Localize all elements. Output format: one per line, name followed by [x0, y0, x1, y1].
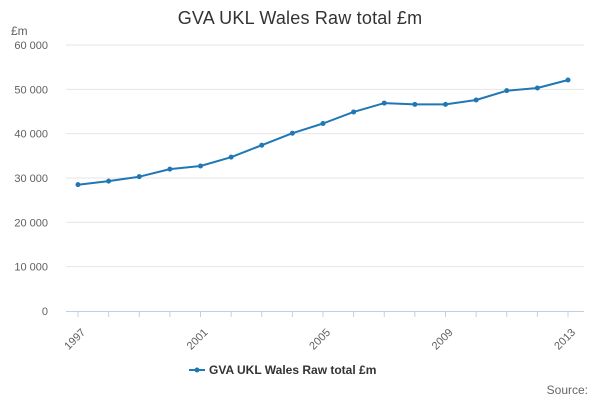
x-tick-label: 2009 [430, 327, 456, 353]
y-axis-unit-label: £m [11, 24, 28, 38]
series-line [77, 79, 569, 186]
x-tick-label: 2005 [307, 327, 333, 353]
x-tick-label: 2001 [185, 327, 211, 353]
y-tick-label: 10 000 [14, 262, 48, 274]
data-point [381, 100, 387, 106]
y-tick-label: 40 000 [14, 129, 48, 141]
legend-swatch-marker [194, 367, 200, 373]
y-tick-label: 50 000 [14, 84, 48, 96]
data-point [534, 85, 540, 91]
data-point [565, 77, 571, 83]
data-point [167, 166, 173, 172]
y-tick-label: 60 000 [14, 40, 48, 52]
data-point [136, 174, 142, 180]
data-point [504, 88, 510, 94]
data-point [320, 120, 326, 126]
y-tick-label: 20 000 [14, 217, 48, 229]
data-point [289, 130, 295, 136]
data-point [228, 154, 234, 160]
y-tick-label: 30 000 [14, 173, 48, 185]
data-point [259, 142, 265, 148]
y-tick-label: 0 [42, 306, 48, 318]
data-point [351, 109, 357, 115]
data-point [473, 97, 479, 103]
data-point [198, 163, 203, 169]
data-point [106, 178, 112, 184]
x-tick-label: 2013 [552, 327, 578, 353]
source-label: Source: [546, 383, 588, 397]
data-point [75, 182, 81, 188]
x-tick-label: 1997 [62, 327, 88, 353]
data-point [443, 101, 448, 107]
data-point [412, 101, 418, 107]
chart-title: GVA UKL Wales Raw total £m [177, 8, 423, 28]
legend-label: GVA UKL Wales Raw total £m [209, 363, 376, 377]
